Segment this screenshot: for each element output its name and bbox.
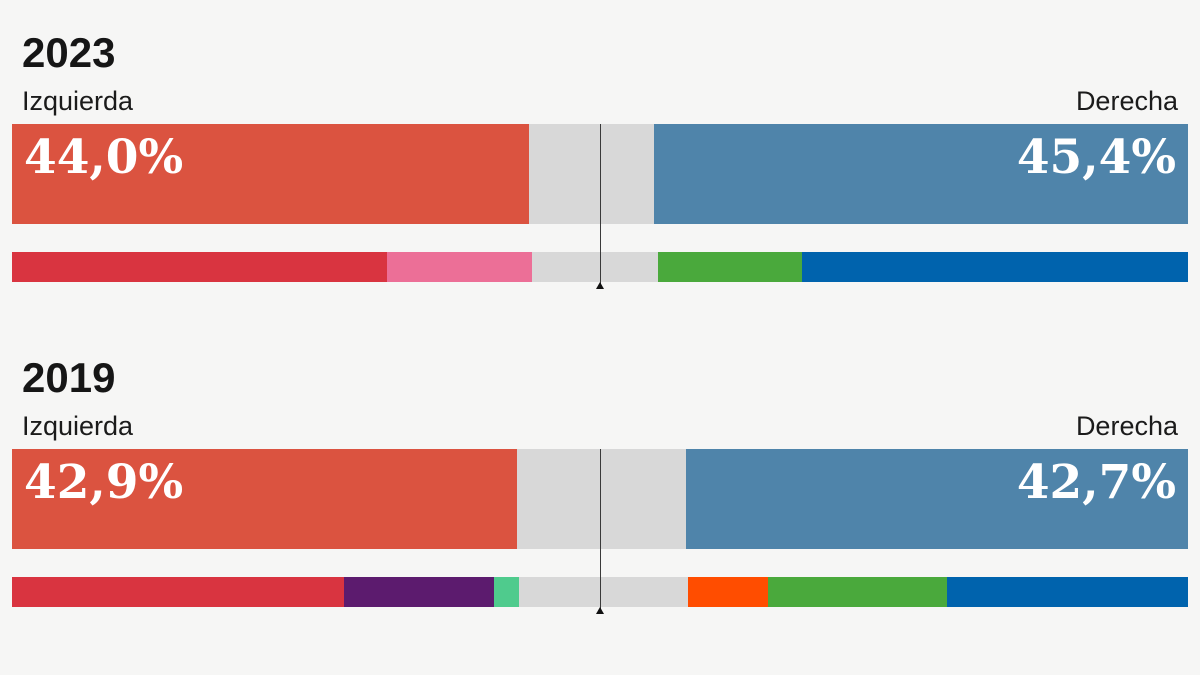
left-bloc-value: 42,9% [24,455,184,510]
party-bar-left-group [12,577,1188,607]
center-line-marker-icon [596,607,604,614]
left-bloc-label: Izquierda [22,411,134,441]
party-segment [768,577,947,607]
bloc-total-bar: 42,9% 42,7% [12,449,1188,549]
left-bloc-bar: 42,9% [12,449,517,549]
party-bar-right-group [12,577,1188,607]
center-line [600,449,601,613]
party-segment [387,252,532,282]
chart-section-2023: 2023 Izquierda Derecha 44,0% 45,4% [0,0,1200,289]
party-segment [343,577,495,607]
bloc-labels-row: Izquierda Derecha [22,86,1178,116]
party-segment [946,577,1188,607]
right-bloc-bar: 42,7% [685,449,1188,549]
chart-section-2019: 2019 Izquierda Derecha 42,9% 42,7% [0,282,1200,614]
left-bloc-value: 44,0% [24,130,184,185]
party-segment [12,252,388,282]
left-bloc-label: Izquierda [22,86,134,116]
party-segment [12,577,344,607]
party-bar-right-group [12,252,1188,282]
chart-bars-area: 44,0% 45,4% [12,124,1188,289]
center-line-marker-icon [596,282,604,289]
left-bloc-bar: 44,0% [12,124,530,224]
center-line [600,124,601,288]
party-segment [657,252,803,282]
year-heading: 2019 [22,354,116,401]
party-segment [802,252,1188,282]
party-segment [494,577,519,607]
right-bloc-label: Derecha [1075,411,1178,441]
right-bloc-value: 42,7% [1016,455,1176,510]
bloc-labels-row: Izquierda Derecha [22,411,1178,441]
right-bloc-value: 45,4% [1016,130,1176,185]
year-heading: 2023 [22,29,116,76]
right-bloc-label: Derecha [1075,86,1178,116]
party-segment [688,577,769,607]
chart-bars-area: 42,9% 42,7% [12,449,1188,614]
party-bar-left-group [12,252,1188,282]
right-bloc-bar: 45,4% [654,124,1188,224]
